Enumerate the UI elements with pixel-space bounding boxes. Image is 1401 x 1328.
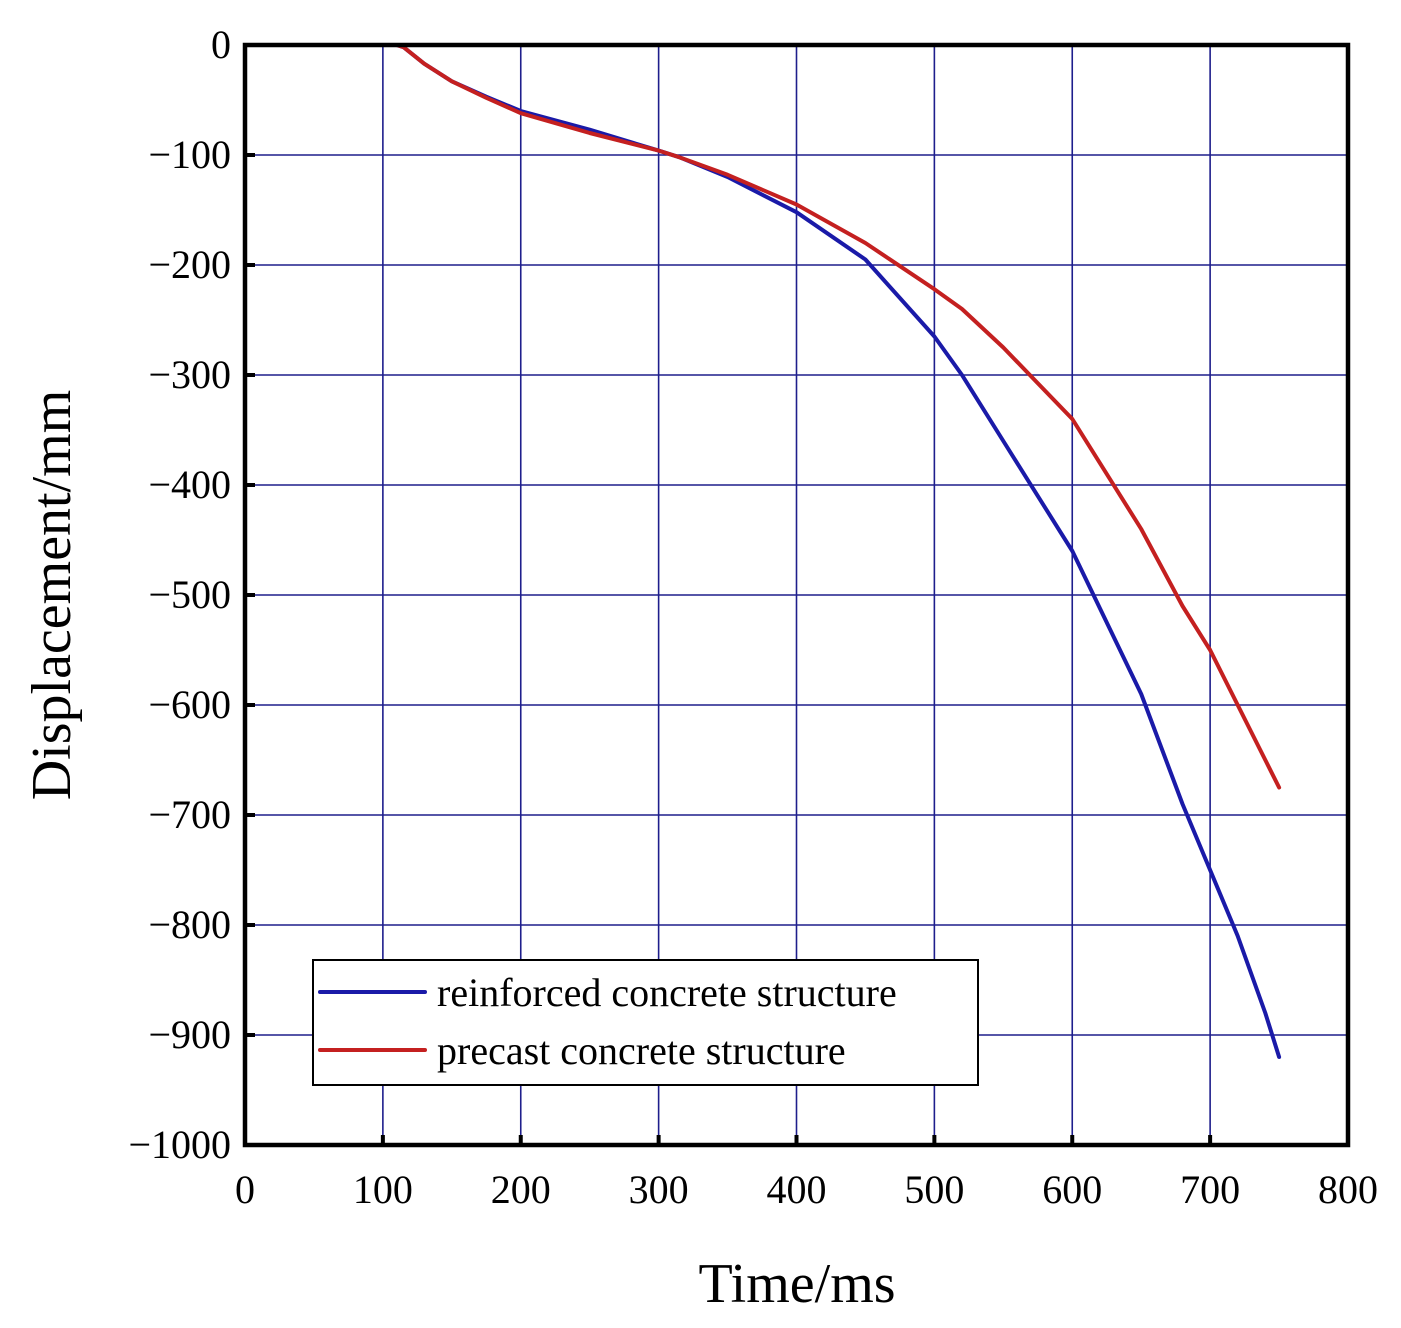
y-tick-label: −300 [148,352,231,397]
series-line-precast [243,43,1282,790]
legend-label-reinforced: reinforced concrete structure [437,970,897,1015]
y-tick-label: 0 [211,22,231,67]
series-line-reinforced [243,43,1282,1059]
legend: reinforced concrete structure precast co… [312,959,979,1086]
y-axis-title: Displacement/mm [21,390,83,801]
y-tick-label: −1000 [128,1122,231,1167]
grid-lines [244,44,1349,1146]
y-tick-label: −900 [148,1012,231,1057]
legend-box [312,959,979,1086]
x-axis-tick-labels: 0 100 200 300 400 500 600 700 800 [235,1167,1378,1212]
y-tick-label: −100 [148,132,231,177]
y-tick-label: −600 [148,682,231,727]
x-tick-label: 500 [904,1167,964,1212]
x-tick-label: 600 [1042,1167,1102,1212]
y-axis-tick-labels: 0 −100 −200 −300 −400 −500 −600 −700 −800 −900 −10… [128,22,231,1167]
x-tick-label: 200 [491,1167,551,1212]
x-tick-label: 400 [767,1167,827,1212]
x-tick-label: 300 [629,1167,689,1212]
legend-label-precast: precast concrete structure [437,1028,846,1073]
x-tick-label: 100 [353,1167,413,1212]
y-tick-label: −500 [148,572,231,617]
y-tick-label: −700 [148,792,231,837]
x-tick-label: 700 [1180,1167,1240,1212]
x-axis-title: Time/ms [698,1253,895,1315]
series-lines [243,43,1282,1059]
x-tick-label: 800 [1318,1167,1378,1212]
y-tick-label: −400 [148,462,231,507]
y-tick-label: −800 [148,902,231,947]
axis-ticks [243,43,1350,1147]
y-tick-label: −200 [148,242,231,287]
x-tick-label: 0 [235,1167,255,1212]
